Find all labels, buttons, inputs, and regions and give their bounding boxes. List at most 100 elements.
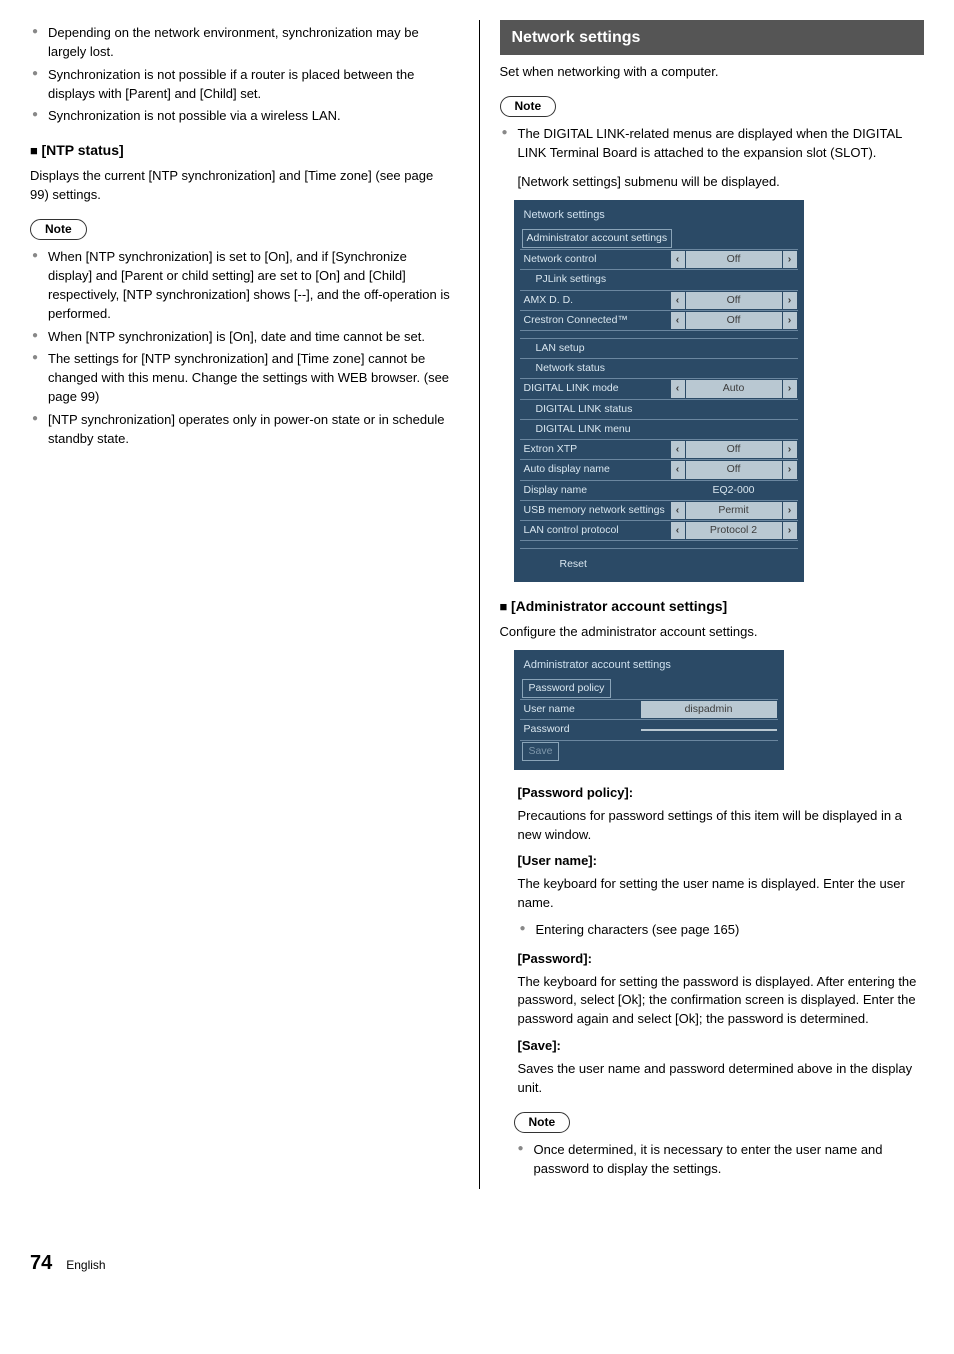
- menu-item-value: Permit: [686, 502, 782, 519]
- admin-row[interactable]: Save: [520, 740, 778, 762]
- admin-item-value: dispadmin: [641, 701, 777, 718]
- menu-item-label: AMX D. D.: [520, 291, 670, 310]
- submenu-line: [Network settings] submenu will be displ…: [500, 173, 925, 192]
- admin-desc: Configure the administrator account sett…: [500, 623, 925, 642]
- menu-item-boxed[interactable]: Administrator account settings: [522, 229, 673, 248]
- menu-item-link[interactable]: DIGITAL LINK menu: [520, 420, 670, 439]
- menu-item-link[interactable]: LAN setup: [520, 339, 670, 358]
- menu-item-label: DIGITAL LINK mode: [520, 379, 670, 398]
- chevron-right-icon[interactable]: ›: [783, 292, 797, 309]
- note-pill: Note: [30, 219, 87, 240]
- bullet: When [NTP synchronization] is set to [On…: [48, 248, 455, 323]
- field-desc: The keyboard for setting the user name i…: [518, 875, 925, 913]
- menu-item-label: Extron XTP: [520, 440, 670, 459]
- admin-settings-heading: ■ [Administrator account settings]: [500, 596, 925, 617]
- admin-row[interactable]: User namedispadmin: [520, 699, 778, 719]
- admin-item-label: User name: [520, 700, 640, 719]
- ntp-notes: When [NTP synchronization] is set to [On…: [30, 248, 455, 448]
- chevron-left-icon[interactable]: ‹: [671, 312, 685, 329]
- menu-row[interactable]: Crestron Connected™‹Off›: [520, 310, 798, 330]
- field-heading: [Password policy]:: [518, 784, 925, 803]
- field-heading: [User name]:: [518, 852, 925, 871]
- note-pill: Note: [514, 1112, 571, 1133]
- field-desc: Precautions for password settings of thi…: [518, 807, 925, 845]
- menu-item-link[interactable]: PJLink settings: [520, 270, 670, 289]
- dl-note-bullets: The DIGITAL LINK-related menus are displ…: [500, 125, 925, 163]
- menu-row[interactable]: Network status: [520, 358, 798, 378]
- chevron-right-icon[interactable]: ›: [783, 461, 797, 478]
- menu-item-label: Auto display name: [520, 460, 670, 479]
- menu-row[interactable]: DIGITAL LINK mode‹Auto›: [520, 378, 798, 398]
- chevron-right-icon[interactable]: ›: [783, 312, 797, 329]
- network-intro: Set when networking with a computer.: [500, 63, 925, 82]
- admin-row[interactable]: Password policy: [520, 678, 778, 699]
- chevron-left-icon[interactable]: ‹: [671, 522, 685, 539]
- chevron-left-icon[interactable]: ‹: [671, 292, 685, 309]
- menu-reset[interactable]: Reset: [520, 557, 587, 572]
- ntp-desc: Displays the current [NTP synchronizatio…: [30, 167, 455, 205]
- menu-item-value: Off: [686, 251, 782, 268]
- admin-item-boxed[interactable]: Password policy: [522, 679, 612, 698]
- bullet: When [NTP synchronization] is [On], date…: [48, 328, 455, 347]
- bullet: The DIGITAL LINK-related menus are displ…: [518, 125, 925, 163]
- menu-row[interactable]: Reset: [520, 548, 798, 572]
- chevron-right-icon[interactable]: ›: [783, 441, 797, 458]
- field-desc: The keyboard for setting the password is…: [518, 973, 925, 1030]
- chevron-left-icon[interactable]: ‹: [671, 441, 685, 458]
- menu-row[interactable]: LAN control protocol‹Protocol 2›: [520, 520, 798, 540]
- chevron-left-icon[interactable]: ‹: [671, 380, 685, 397]
- network-settings-banner: Network settings: [500, 20, 925, 55]
- page-footer: 74 English: [30, 1249, 924, 1278]
- menu-item-link[interactable]: DIGITAL LINK status: [520, 400, 670, 419]
- bullet: Once determined, it is necessary to ente…: [534, 1141, 925, 1179]
- menu-item-value: Protocol 2: [686, 522, 782, 539]
- menu-item-value: Off: [686, 441, 782, 458]
- chevron-left-icon[interactable]: ‹: [671, 251, 685, 268]
- chevron-right-icon[interactable]: ›: [783, 380, 797, 397]
- bullet: The settings for [NTP synchronization] a…: [48, 350, 455, 407]
- right-column: Network settings Set when networking wit…: [479, 20, 925, 1189]
- ntp-status-heading: ■ [NTP status]: [30, 140, 455, 161]
- field-heading: [Password]:: [518, 950, 925, 969]
- menu-item-value: Off: [686, 292, 782, 309]
- admin-row[interactable]: Password: [520, 719, 778, 739]
- menu-row[interactable]: LAN setup: [520, 338, 798, 358]
- chevron-right-icon[interactable]: ›: [783, 251, 797, 268]
- menu-row[interactable]: Auto display name‹Off›: [520, 459, 798, 479]
- menu-row[interactable]: USB memory network settings‹Permit›: [520, 500, 798, 520]
- field-heading: [Save]:: [518, 1037, 925, 1056]
- menu-row[interactable]: DIGITAL LINK menu: [520, 419, 798, 439]
- bullet: Depending on the network environment, sy…: [48, 24, 455, 62]
- bullet: Synchronization is not possible via a wi…: [48, 107, 455, 126]
- menu-item-label: Network control: [520, 250, 670, 269]
- menu-row[interactable]: AMX D. D.‹Off›: [520, 290, 798, 310]
- field-desc: Saves the user name and password determi…: [518, 1060, 925, 1098]
- admin-item-boxed[interactable]: Save: [522, 742, 560, 761]
- field-bullets: Entering characters (see page 165): [518, 921, 925, 940]
- admin-account-panel: Administrator account settings Password …: [514, 650, 784, 770]
- admin-panel-title: Administrator account settings: [520, 656, 778, 678]
- menu-row[interactable]: Network control‹Off›: [520, 249, 798, 269]
- menu-item-label: LAN control protocol: [520, 521, 670, 540]
- menu-row[interactable]: DIGITAL LINK status: [520, 399, 798, 419]
- chevron-left-icon[interactable]: ‹: [671, 502, 685, 519]
- menu-item-label: Crestron Connected™: [520, 311, 670, 330]
- menu-item-value: EQ2-000: [670, 483, 798, 498]
- menu-row[interactable]: PJLink settings: [520, 269, 798, 289]
- network-settings-menu: Network settings Administrator account s…: [514, 200, 804, 582]
- bullet: [NTP synchronization] operates only in p…: [48, 411, 455, 449]
- menu-item-link[interactable]: Network status: [520, 359, 670, 378]
- menu-row[interactable]: Extron XTP‹Off›: [520, 439, 798, 459]
- admin-item-value: [641, 729, 777, 731]
- env-bullets: Depending on the network environment, sy…: [30, 24, 455, 126]
- menu-item-label: USB memory network settings: [520, 501, 670, 520]
- menu-item-label: Display name: [520, 481, 670, 500]
- chevron-right-icon[interactable]: ›: [783, 522, 797, 539]
- menu-row[interactable]: Administrator account settings: [520, 228, 798, 249]
- chevron-right-icon[interactable]: ›: [783, 502, 797, 519]
- note-pill: Note: [500, 96, 557, 117]
- left-column: Depending on the network environment, sy…: [30, 20, 455, 1189]
- menu-title: Network settings: [520, 206, 798, 228]
- menu-row[interactable]: Display nameEQ2-000: [520, 480, 798, 500]
- chevron-left-icon[interactable]: ‹: [671, 461, 685, 478]
